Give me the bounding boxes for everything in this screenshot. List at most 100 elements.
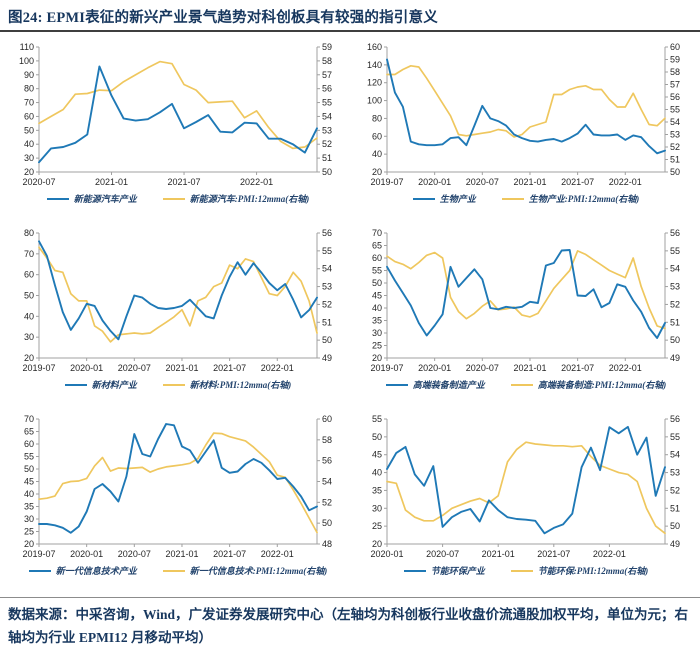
legend-label: 新能源汽车:PMI:12mma(右轴) bbox=[189, 194, 310, 204]
left-tick-label: 70 bbox=[24, 249, 34, 259]
legend-label: 新材料:PMI:12mma(右轴) bbox=[189, 380, 292, 390]
left-tick-label: 35 bbox=[24, 502, 34, 512]
right-tick-label: 53 bbox=[670, 468, 680, 478]
left-tick-label: 40 bbox=[24, 139, 34, 149]
left-tick-label: 50 bbox=[372, 432, 382, 442]
series-line-yellow bbox=[386, 64, 666, 138]
series-line-blue bbox=[38, 423, 318, 534]
legend-swatch-blue bbox=[403, 569, 426, 572]
left-tick-label: 70 bbox=[372, 228, 382, 238]
right-tick-label: 51 bbox=[670, 503, 680, 513]
left-tick-label: 25 bbox=[372, 521, 382, 531]
x-tick-label: 2019-07 bbox=[370, 363, 403, 373]
right-tick-label: 49 bbox=[322, 353, 332, 363]
legend-label: 节能环保产业 bbox=[430, 566, 485, 576]
x-tick-label: 2019-07 bbox=[22, 363, 55, 373]
line-chart-svg: 70 65 60 55 50 45 40 35 30 25 20 60 58 56 54 52 50 48 2019… bbox=[22, 414, 332, 559]
right-tick-label: 59 bbox=[670, 55, 680, 65]
left-tick-label: 80 bbox=[24, 84, 34, 94]
chart-bio: 160 140 120 100 80 60 40 20 60 59 58 57 56 55 54 53 52 51… bbox=[354, 40, 698, 222]
right-tick-label: 52 bbox=[322, 139, 332, 149]
figure-title: 图24: EPMI表征的新兴产业景气趋势对科创板具有较强的指引意义 bbox=[8, 10, 438, 26]
legend-swatch-blue bbox=[64, 383, 87, 386]
legend-item: 新能源汽车:PMI:12mma(右轴) bbox=[162, 192, 310, 205]
right-tick-label: 56 bbox=[322, 228, 332, 238]
right-tick-label: 55 bbox=[670, 432, 680, 442]
legend-swatch-yellow bbox=[510, 569, 533, 572]
x-tick-label: 2020-01 bbox=[370, 549, 403, 559]
x-tick-label: 2022-01 bbox=[261, 363, 294, 373]
x-tick-label: 2020-01 bbox=[70, 363, 103, 373]
x-tick-label: 2022-01 bbox=[240, 177, 273, 187]
chart-legend: 新能源汽车产业 新能源汽车:PMI:12mma(右轴) bbox=[6, 192, 350, 205]
left-tick-label: 50 bbox=[24, 125, 34, 135]
right-tick-label: 59 bbox=[322, 42, 332, 52]
series-line-yellow bbox=[38, 60, 318, 150]
left-tick-label: 80 bbox=[24, 228, 34, 238]
right-tick-label: 53 bbox=[322, 282, 332, 292]
right-tick-label: 50 bbox=[322, 518, 332, 528]
left-tick-label: 30 bbox=[372, 328, 382, 338]
left-tick-label: 140 bbox=[367, 60, 382, 70]
right-tick-label: 57 bbox=[322, 70, 332, 80]
line-chart-svg: 110 100 90 80 70 60 50 40 30 20 59 58 57 56 55 54 53 52 51… bbox=[19, 42, 332, 187]
right-tick-label: 58 bbox=[322, 56, 332, 66]
x-tick-label: 2021-01 bbox=[482, 549, 515, 559]
legend-swatch-blue bbox=[385, 383, 408, 386]
right-tick-label: 50 bbox=[322, 167, 332, 177]
series-line-blue bbox=[38, 65, 318, 164]
legend-item: 新材料:PMI:12mma(右轴) bbox=[162, 378, 292, 391]
legend-label: 生物产业:PMI:12mma(右轴) bbox=[528, 194, 640, 204]
legend-swatch-blue bbox=[28, 569, 51, 572]
x-tick-label: 2019-07 bbox=[22, 549, 55, 559]
series-line-blue bbox=[38, 240, 318, 341]
right-tick-label: 51 bbox=[322, 317, 332, 327]
left-tick-label: 30 bbox=[24, 332, 34, 342]
left-tick-label: 55 bbox=[24, 452, 34, 462]
line-chart-svg: 70 65 60 55 50 45 40 35 30 25 20 56 55 54 53 52 51 50 49 20… bbox=[370, 228, 680, 373]
right-tick-label: 54 bbox=[670, 450, 680, 460]
right-tick-label: 53 bbox=[322, 125, 332, 135]
right-tick-label: 52 bbox=[670, 299, 680, 309]
left-tick-label: 55 bbox=[372, 414, 382, 424]
left-tick-label: 80 bbox=[372, 113, 382, 123]
legend-item: 高端装备制造产业 bbox=[385, 378, 485, 391]
legend-label: 生物产业 bbox=[439, 194, 476, 204]
x-tick-label: 2020-01 bbox=[418, 363, 451, 373]
right-tick-label: 49 bbox=[670, 539, 680, 549]
right-tick-label: 50 bbox=[670, 167, 680, 177]
right-tick-label: 58 bbox=[322, 435, 332, 445]
left-tick-label: 60 bbox=[24, 270, 34, 280]
right-tick-label: 60 bbox=[322, 414, 332, 424]
left-tick-label: 40 bbox=[372, 303, 382, 313]
right-tick-label: 49 bbox=[670, 353, 680, 363]
chart-equip: 70 65 60 55 50 45 40 35 30 25 20 56 55 54 53 52 51 50 49 20… bbox=[354, 226, 698, 408]
legend-swatch-blue bbox=[412, 197, 435, 200]
legend-item: 新材料产业 bbox=[64, 378, 137, 391]
left-tick-label: 20 bbox=[24, 353, 34, 363]
legend-label: 新一代信息技术产业 bbox=[55, 566, 137, 576]
x-tick-label: 2020-07 bbox=[118, 549, 151, 559]
left-tick-label: 120 bbox=[367, 78, 382, 88]
x-tick-label: 2021-01 bbox=[513, 177, 546, 187]
x-tick-label: 2021-07 bbox=[561, 363, 594, 373]
left-tick-label: 20 bbox=[24, 167, 34, 177]
x-tick-label: 2020-07 bbox=[118, 363, 151, 373]
left-tick-label: 50 bbox=[24, 291, 34, 301]
left-tick-label: 100 bbox=[19, 56, 34, 66]
series-line-yellow bbox=[38, 432, 318, 534]
x-tick-label: 2021-01 bbox=[513, 363, 546, 373]
left-tick-label: 30 bbox=[372, 503, 382, 513]
left-tick-label: 70 bbox=[24, 414, 34, 424]
right-tick-label: 54 bbox=[322, 477, 332, 487]
legend-swatch-yellow bbox=[501, 197, 524, 200]
left-tick-label: 45 bbox=[372, 291, 382, 301]
left-tick-label: 35 bbox=[372, 485, 382, 495]
right-tick-label: 54 bbox=[670, 264, 680, 274]
chart-legend: 高端装备制造产业 高端装备制造:PMI:12mma(右轴) bbox=[354, 378, 698, 391]
legend-label: 新能源汽车产业 bbox=[73, 194, 137, 204]
series-line-yellow bbox=[38, 246, 318, 343]
legend-item: 新一代信息技术:PMI:12mma(右轴) bbox=[162, 564, 327, 577]
right-tick-label: 50 bbox=[670, 335, 680, 345]
x-tick-label: 2022-01 bbox=[593, 549, 626, 559]
